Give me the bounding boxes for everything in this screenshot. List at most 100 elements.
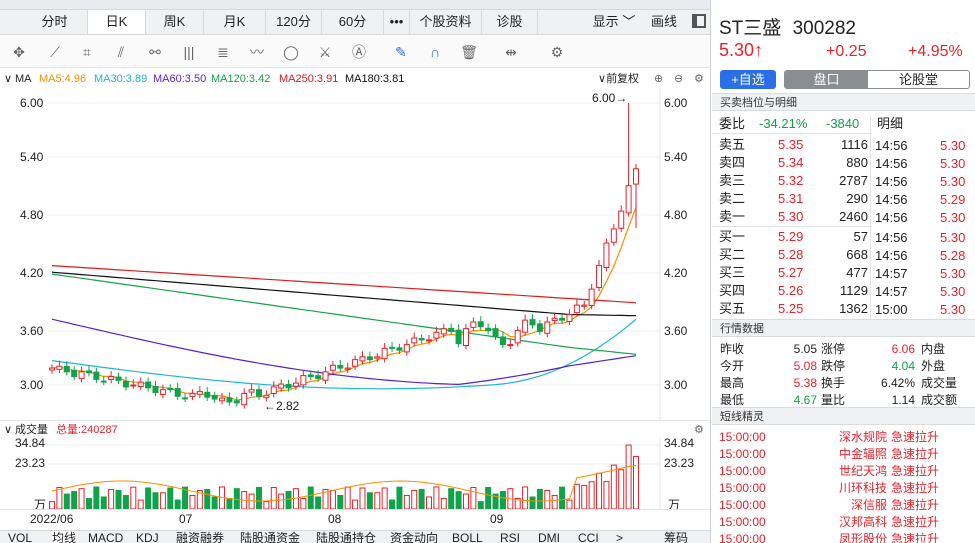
volume-bars: [49, 444, 639, 509]
short-row[interactable]: 15:00:00 深信服 急速拉升: [712, 496, 975, 514]
tab-vol[interactable]: VOL: [8, 531, 33, 543]
short-row[interactable]: 15:00:00 凤形股份 急速拉升: [712, 530, 975, 543]
ask-row[interactable]: 卖三 5.32 2787: [712, 172, 975, 190]
bid-row[interactable]: 买五 5.25 1362: [712, 300, 975, 318]
tab-rsi[interactable]: RSI: [500, 531, 521, 543]
tick-time: 14:56: [875, 138, 908, 153]
tab-hk-holding[interactable]: 陆股通持仓: [316, 531, 377, 543]
volume-bar: [529, 496, 536, 509]
tab-hk-flow[interactable]: 陆股通资金: [240, 531, 301, 543]
tab-chip[interactable]: 筹码: [664, 531, 689, 543]
settings-icon[interactable]: ⚙: [694, 73, 704, 85]
tab-ma[interactable]: 均线: [52, 531, 77, 543]
vol-axis-left-0: 34.84: [15, 436, 46, 450]
volume-chart[interactable]: [0, 437, 711, 509]
channel-tool-icon[interactable]: ⚯: [149, 43, 161, 60]
tab-zhouk[interactable]: 周K: [146, 10, 204, 34]
bid-row[interactable]: 买二 5.28 668: [712, 246, 975, 264]
tab-dmi[interactable]: DMI: [538, 531, 560, 543]
quote-value: 4.04: [891, 359, 915, 373]
candle-body: [418, 338, 425, 341]
collapse-icon[interactable]: ∨: [4, 424, 13, 436]
ma5-line: [51, 207, 637, 401]
line-tool-icon[interactable]: ⟋: [50, 43, 60, 60]
text-block-icon[interactable]: ≣: [217, 43, 229, 60]
date-label: 09: [490, 512, 504, 526]
collapse-icon[interactable]: ∨: [4, 73, 13, 85]
tab-scroll-right[interactable]: >: [616, 531, 624, 543]
tab-cci[interactable]: CCI: [578, 531, 599, 543]
lunguhall-tab[interactable]: 论股堂: [898, 72, 938, 87]
tab-diagnose[interactable]: 诊股: [482, 10, 538, 34]
candle-body: [167, 388, 174, 391]
tab-fund-flow[interactable]: 资金动向: [390, 531, 439, 543]
crop-tool-icon[interactable]: ⌗: [83, 43, 91, 60]
ask-row[interactable]: 卖四 5.34 880: [712, 154, 975, 172]
short-row[interactable]: 15:00:00 世纪天鸿 急速拉升: [712, 462, 975, 480]
measure-tool-icon[interactable]: ⚔: [318, 43, 332, 60]
volume-bar: [403, 495, 410, 509]
trash-icon[interactable]: 🗑: [460, 43, 478, 60]
gear-icon[interactable]: ⚙: [550, 43, 564, 60]
tab-60min[interactable]: 60分: [322, 10, 384, 34]
short-section-header: 短线精灵: [712, 407, 975, 425]
fan-tool-icon[interactable]: ⫽: [117, 43, 125, 60]
tick-time: 14:56: [875, 156, 908, 171]
tab-more[interactable]: •••: [384, 10, 410, 34]
bid-row[interactable]: 买四 5.26 1129: [712, 282, 975, 300]
candlestick-chart[interactable]: 6.00→ ←2.82: [0, 88, 711, 420]
candle-body: [352, 359, 359, 367]
adjust-dropdown[interactable]: ∨ 前复权: [598, 73, 640, 85]
bid-row[interactable]: 买三 5.27 477: [712, 264, 975, 282]
ask-row[interactable]: 卖五 5.35 1116: [712, 136, 975, 154]
ask-row[interactable]: 卖一 5.30 2460: [712, 208, 975, 226]
volume-bar: [536, 488, 543, 509]
visibility-icon[interactable]: ⇹: [505, 43, 517, 60]
short-row[interactable]: 15:00:00 深水规院 急速拉升: [712, 428, 975, 446]
settings-icon[interactable]: ⚙: [694, 424, 704, 436]
volume-bar: [352, 499, 359, 509]
tab-company-info[interactable]: 个股资料: [410, 10, 482, 34]
display-dropdown[interactable]: 显示 ﹀: [592, 14, 636, 29]
tab-120min[interactable]: 120分: [266, 10, 322, 34]
chart-panel: 分时 日K 周K 月K 120分 60分 ••• 个股资料 诊股 显示 ﹀ 画线…: [0, 0, 711, 543]
quote-label: 成交额: [921, 393, 958, 407]
short-type: 急速拉升: [891, 515, 940, 529]
quote-label: 成交量: [921, 376, 958, 390]
candle-body: [159, 389, 166, 395]
pankou-tab[interactable]: 盘口: [785, 71, 868, 88]
tab-boll[interactable]: BOLL: [452, 531, 483, 543]
tab-yuek[interactable]: 月K: [204, 10, 266, 34]
wave-tool-icon[interactable]: 〰: [250, 44, 264, 60]
ask-row[interactable]: 卖二 5.31 290: [712, 190, 975, 208]
quote-value: 4.67: [793, 393, 817, 407]
bid-price: 5.26: [778, 283, 804, 298]
volume-bar: [559, 486, 566, 509]
bars-tool-icon[interactable]: |||: [183, 44, 195, 60]
tab-fenshi[interactable]: 分时: [22, 10, 88, 34]
price-gridlines: [48, 102, 660, 386]
draw-line-button[interactable]: 画线: [650, 14, 677, 29]
tick-price: 5.30: [940, 284, 966, 299]
crosshair-icon[interactable]: ✥: [13, 43, 25, 60]
magnet-icon[interactable]: ∩: [429, 44, 441, 60]
tab-rik[interactable]: 日K: [88, 10, 146, 34]
tick-time: 14:56: [875, 230, 908, 245]
short-row[interactable]: 15:00:00 中金辐照 急速拉升: [712, 445, 975, 463]
circle-tool-icon[interactable]: ◯: [283, 43, 299, 60]
short-row[interactable]: 15:00:00 汉邦高科 急速拉升: [712, 513, 975, 531]
short-row[interactable]: 15:00:00 川环科技 急速拉升: [712, 479, 975, 497]
tick-row: 14:56 5.28: [712, 247, 975, 265]
tab-kdj[interactable]: KDJ: [136, 531, 159, 543]
panel-toggle-icon[interactable]: [692, 14, 706, 28]
candle-body: [278, 383, 285, 389]
pen-icon[interactable]: ✎: [395, 43, 407, 60]
add-indicator-icon[interactable]: ⊕: [654, 73, 664, 85]
remove-indicator-icon[interactable]: ⊖: [674, 73, 684, 85]
add-watchlist-button[interactable]: +自选: [720, 70, 776, 89]
vol-axis-right-1: 23.23: [664, 456, 695, 470]
tab-macd[interactable]: MACD: [88, 531, 124, 543]
bid-row[interactable]: 买一 5.29 57: [712, 228, 975, 246]
label-tool-icon[interactable]: Ⓐ: [352, 44, 366, 60]
tab-margin[interactable]: 融资融券: [176, 531, 225, 543]
